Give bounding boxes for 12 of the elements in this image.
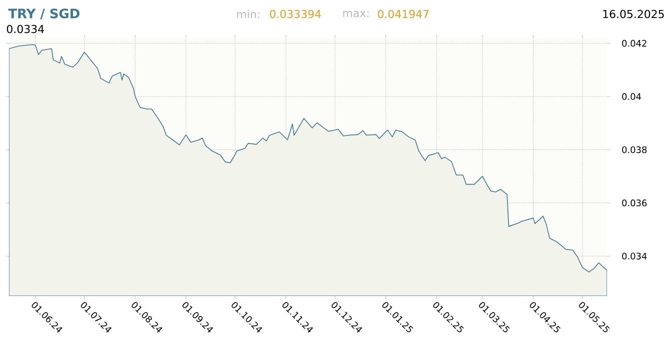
y-tick-label: 0.034 [622,252,647,260]
y-tick-label: 0.038 [622,146,647,154]
y-tick-label: 0.036 [622,200,647,206]
y-tick-label: 0.042 [622,40,646,47]
text: 0.0334 [6,24,44,34]
text: 16.05.2025 [603,10,664,18]
text: 0.041947 [378,10,429,18]
text: min: [237,10,260,18]
chart-title: TRY / SGD [8,8,80,20]
text: 0.033394 [270,10,321,18]
text: max: [343,10,368,18]
y-tick-label: 0.04 [622,93,641,100]
